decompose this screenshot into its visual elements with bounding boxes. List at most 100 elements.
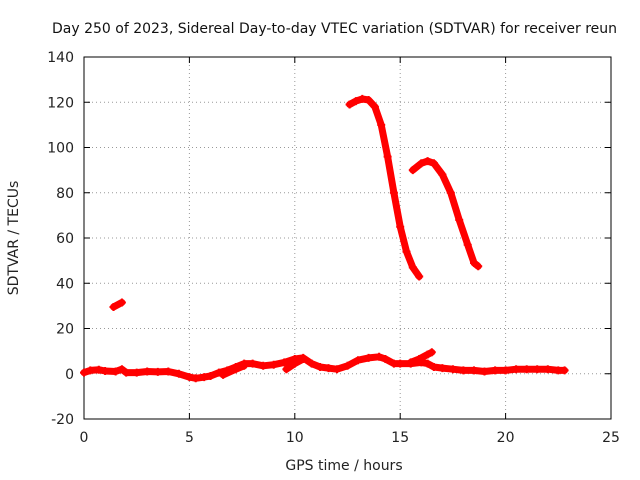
y-axis-label: SDTVAR / TECUs [6,181,22,296]
data-point [316,363,325,371]
data-point [351,97,360,106]
y-tick-label: 120 [47,95,74,111]
data-point [109,303,118,311]
data-point [80,368,88,377]
data-point [248,359,257,368]
y-tick-label: -20 [51,412,74,428]
y-tick-label: 40 [56,276,74,292]
y-tick-label: 140 [47,50,74,66]
data-point [389,188,398,197]
data-point [231,365,240,374]
data-point [560,366,569,375]
data-point [280,358,289,367]
data-point [377,120,386,129]
data-point [480,367,489,376]
y-tick-label: 0 [65,367,74,383]
data-point [324,364,333,373]
data-point [446,188,455,197]
data-point [512,365,521,374]
data-point [459,366,468,375]
data-point [381,355,390,363]
x-tick-label: 0 [80,430,89,446]
data-point [415,272,424,281]
data-point [474,262,483,271]
data-point [417,159,426,168]
data-point [429,159,438,168]
data-point [122,368,131,377]
data-point [438,364,447,373]
data-point [185,373,194,382]
data-point [282,365,291,374]
data-point [522,365,531,374]
data-point [543,365,552,374]
data-point [117,298,126,307]
y-tick-label: 80 [56,186,74,202]
y-tick-label: 20 [56,322,74,338]
data-point [491,366,500,375]
data-point [269,360,278,369]
data-point [143,367,152,376]
x-tick-label: 20 [497,430,515,446]
data-point [423,359,432,368]
series-line-baseline [80,353,569,382]
data-point [533,365,542,374]
data-point [438,170,447,179]
data-point [501,366,510,375]
data-point [370,102,379,111]
data-point [240,361,249,370]
y-tick-label: 100 [47,141,74,157]
data-point [206,372,215,380]
x-tick-label: 5 [185,430,194,446]
data-point [364,353,373,362]
data-point [111,367,120,376]
data-point [375,352,384,361]
data-point [86,366,95,375]
data-point [408,263,417,272]
series-line-baseline-branch-3 [407,348,436,366]
data-point [333,365,341,374]
series-group [80,94,569,383]
x-axis-label: GPS time / hours [285,458,402,474]
data-point [423,157,432,166]
data-point [290,359,299,368]
data-point [219,370,228,379]
data-point [117,365,126,374]
data-point [153,367,162,376]
data-point [354,356,362,365]
data-point [470,366,478,375]
data-point [396,359,405,368]
data-point [164,367,173,376]
data-point [406,358,415,367]
data-point [408,166,417,175]
data-point [101,367,110,375]
data-point [191,374,200,383]
data-point [415,355,424,363]
x-tick-label: 15 [391,430,409,446]
data-point [307,359,316,368]
data-point [396,222,405,231]
data-point [383,152,392,161]
data-point [448,365,457,374]
data-point [343,361,352,370]
data-point [429,363,438,371]
data-point [470,258,478,267]
data-point [402,247,411,256]
y-tick-label: 60 [56,231,74,247]
data-point [259,361,268,370]
data-point [455,215,464,224]
data-point [200,373,209,382]
data-point [427,348,436,357]
data-point [174,369,183,378]
data-point [299,355,308,363]
series-line-arc-3 [409,157,482,270]
data-point [423,350,432,359]
data-point [358,94,367,103]
x-tick-label: 10 [286,430,304,446]
data-point [345,100,354,109]
data-point [132,368,141,377]
chart-title: Day 250 of 2023, Sidereal Day-to-day VTE… [52,21,617,37]
x-tick-label: 25 [602,430,620,446]
axis-ticks: 0 5 10 15 20 25 -20 0 20 40 60 80 100 120 140 [47,50,620,446]
data-point [463,240,472,249]
